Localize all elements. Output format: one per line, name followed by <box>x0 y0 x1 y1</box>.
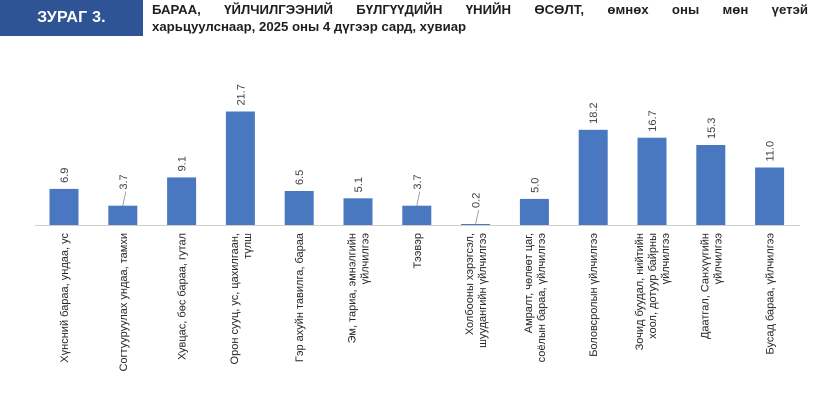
bar-10 <box>578 129 608 225</box>
category-label-12: Даатгал, Санхүүгийн үйлчилгээ <box>699 233 724 339</box>
value-label-8: 0.2 <box>471 193 483 208</box>
category-label-12-line-1: Даатгал, Санхүүгийн <box>699 233 711 339</box>
value-label-2: 3.7 <box>118 174 130 189</box>
bar-3 <box>167 177 197 225</box>
category-label-4-line-1: Орон сууц, ус, цахилгаан, <box>229 233 241 364</box>
category-label-8-line-1: Холбооны хэрэгсэл, <box>464 233 476 335</box>
category-label-2: Согтууруулах ундаа, тамхи <box>118 233 130 372</box>
value-leader-line-2 <box>122 191 127 206</box>
category-label-6: Эм, тариа, эмнэлгийн үйлчилгээ <box>347 233 372 344</box>
value-label-7: 3.7 <box>412 174 424 189</box>
category-label-3: Хувцас, бөс бараа, гутал <box>177 233 189 360</box>
bar-11 <box>637 137 667 225</box>
value-leader-line-7 <box>416 191 421 206</box>
category-label-7-line-1: Тээвэр <box>412 233 424 269</box>
figure-label-badge: ЗУРАГ 3. <box>0 0 143 36</box>
bar-4 <box>225 111 255 225</box>
category-label-6-line-1: Эм, тариа, эмнэлгийн <box>347 233 359 343</box>
category-label-3-line-1: Хувцас, бөс бараа, гутал <box>177 233 189 360</box>
bar-5 <box>284 191 314 225</box>
category-label-9-line-2: соёлын бараа, үйлчилгээ <box>536 233 548 363</box>
category-label-9: Амралт, чөлөөт цаг, соёлын бараа, үйлчилг… <box>523 233 548 363</box>
value-label-3: 9.1 <box>177 156 189 171</box>
category-label-2-line-1: Согтууруулах ундаа, тамхи <box>118 233 130 372</box>
value-label-6: 5.1 <box>353 177 365 192</box>
category-label-8-line-2: шуудангийн үйлчилгээ <box>477 233 489 348</box>
category-label-10: Боловсролын үйлчилгээ <box>588 233 600 357</box>
bar-8 <box>461 224 491 225</box>
category-label-11-line-1: Зочид буудал, нийтийн <box>634 233 646 350</box>
value-label-11: 16.7 <box>647 110 659 131</box>
category-label-5-line-1: Гэр ахуйн тавилга, бараа <box>294 232 306 362</box>
value-label-1: 6.9 <box>59 168 71 183</box>
category-label-6-line-2: үйлчилгээ <box>360 233 372 285</box>
bar-7 <box>402 205 432 225</box>
value-label-12: 15.3 <box>706 118 718 139</box>
bar-1 <box>49 188 79 225</box>
category-label-4: Орон сууц, ус, цахилгаан, түлш <box>229 233 254 365</box>
value-label-4: 21.7 <box>235 84 247 105</box>
value-label-9: 5.0 <box>529 178 541 193</box>
category-label-12-line-2: үйлчилгээ <box>712 233 724 285</box>
bar-9 <box>519 198 549 225</box>
chart-title: БАРАА, ҮЙЛЧИЛГЭЭНИЙ БҮЛГҮҮДИЙН ҮНИЙН ӨСӨ… <box>152 1 808 35</box>
bar-13 <box>755 167 785 225</box>
category-label-1-line-1: Хүнсний бараа, ундаа, ус <box>59 233 71 363</box>
category-label-5: Гэр ахуйн тавилга, бараа <box>294 232 306 362</box>
category-label-11-line-2: хоол, дотуур байрны <box>647 233 659 339</box>
category-label-1: Хүнсний бараа, ундаа, ус <box>59 233 71 363</box>
value-label-10: 18.2 <box>588 102 600 123</box>
category-label-10-line-1: Боловсролын үйлчилгээ <box>588 233 600 357</box>
value-label-13: 11.0 <box>765 141 777 162</box>
category-label-7: Тээвэр <box>412 233 424 269</box>
category-label-8: Холбооны хэрэгсэл, шуудангийн үйлчилгээ <box>464 233 489 348</box>
value-leader-line-8 <box>475 209 479 225</box>
chart-title-line-2: харьцуулснаар, 2025 оны 4 дүгээр сард, х… <box>152 19 467 34</box>
category-label-11: Зочид буудал, нийтийн хоол, дотуур байрны… <box>634 233 672 351</box>
category-label-11-line-3: үйлчилгээ <box>660 233 672 285</box>
chart-title-line-1: БАРАА, ҮЙЛЧИЛГЭЭНИЙ БҮЛГҮҮДИЙН ҮНИЙН ӨСӨ… <box>152 2 808 17</box>
figure-label: ЗУРАГ 3. <box>37 9 106 26</box>
category-label-13: Бусад бараа, үйлчилгээ <box>765 233 777 355</box>
category-label-4-line-2: түлш <box>242 233 254 259</box>
bar-2 <box>108 205 138 225</box>
bar-6 <box>343 198 373 225</box>
category-label-13-line-1: Бусад бараа, үйлчилгээ <box>765 233 777 355</box>
category-label-9-line-1: Амралт, чөлөөт цаг, <box>523 233 535 333</box>
bar-12 <box>696 145 726 225</box>
value-label-5: 6.5 <box>294 170 306 185</box>
